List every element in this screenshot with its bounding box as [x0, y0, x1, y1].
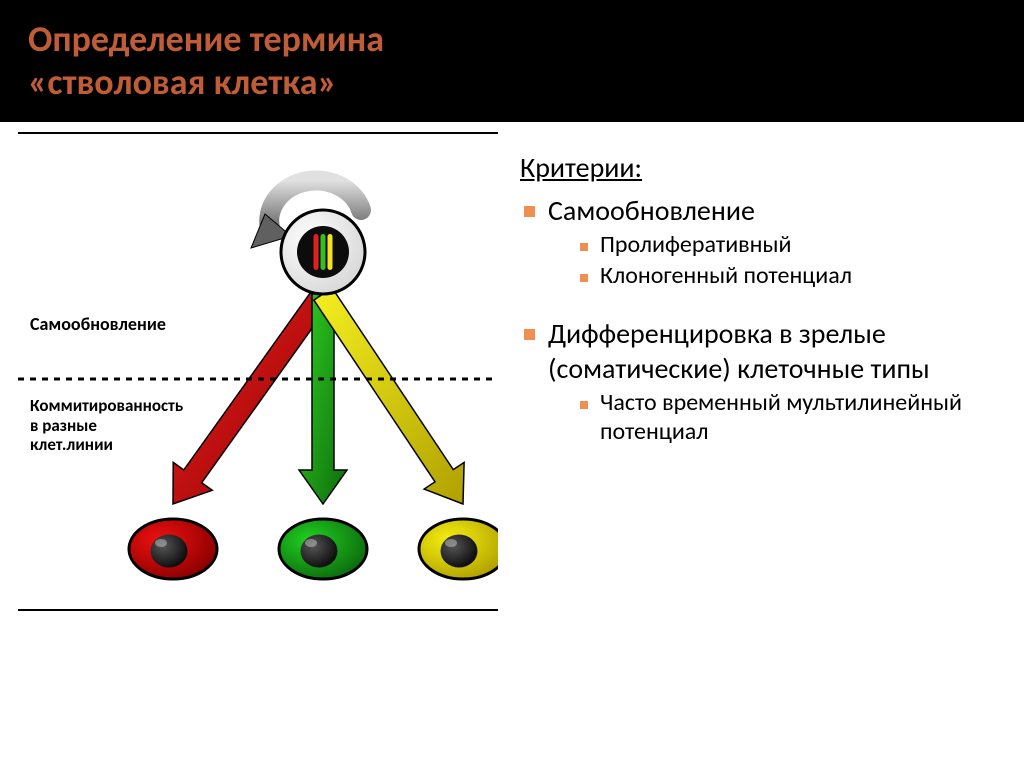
- criteria-list: СамообновлениеПролиферативныйКлоногенный…: [520, 193, 1004, 446]
- criteria-subitem: Клоногенный потенциал: [578, 261, 1004, 290]
- label-self-renewal: Самообновление: [30, 314, 166, 335]
- chromatid-stripe: [314, 234, 319, 270]
- title-line1: Определение термина: [28, 17, 384, 61]
- criteria-subitem: Пролиферативный: [578, 230, 1004, 259]
- diagram-column: Самообновление Коммитированность в разны…: [0, 132, 510, 611]
- slide-content: Самообновление Коммитированность в разны…: [0, 122, 1024, 611]
- diagram-frame: Самообновление Коммитированность в разны…: [18, 132, 498, 611]
- cell-nucleus: [301, 535, 338, 568]
- cell-nucleus: [151, 535, 188, 568]
- label-commitment: Коммитированность в разные клет.линии: [30, 396, 183, 455]
- criteria-item: Дифференцировка в зрелые (соматические) …: [520, 316, 1004, 446]
- slide-title: Определение термина «стволовая клетка»: [28, 18, 996, 104]
- title-line2: «стволовая клетка»: [28, 60, 337, 104]
- slide-header: Определение термина «стволовая клетка»: [0, 0, 1024, 122]
- criteria-item: СамообновлениеПролиферативныйКлоногенный…: [520, 193, 1004, 290]
- criteria-subitem: Часто временный мультилинейный потенциал: [578, 388, 1004, 446]
- cell-nucleus: [441, 535, 478, 568]
- chromatid-stripe: [328, 234, 333, 270]
- stem-cell-diagram: [18, 134, 498, 604]
- text-column: Критерии: СамообновлениеПролиферативныйК…: [510, 132, 1024, 611]
- criteria-heading: Критерии:: [520, 150, 1004, 185]
- criteria-sublist: ПролиферативныйКлоногенный потенциал: [578, 230, 1004, 290]
- criteria-sublist: Часто временный мультилинейный потенциал: [578, 388, 1004, 446]
- chromatid-stripe: [321, 234, 326, 270]
